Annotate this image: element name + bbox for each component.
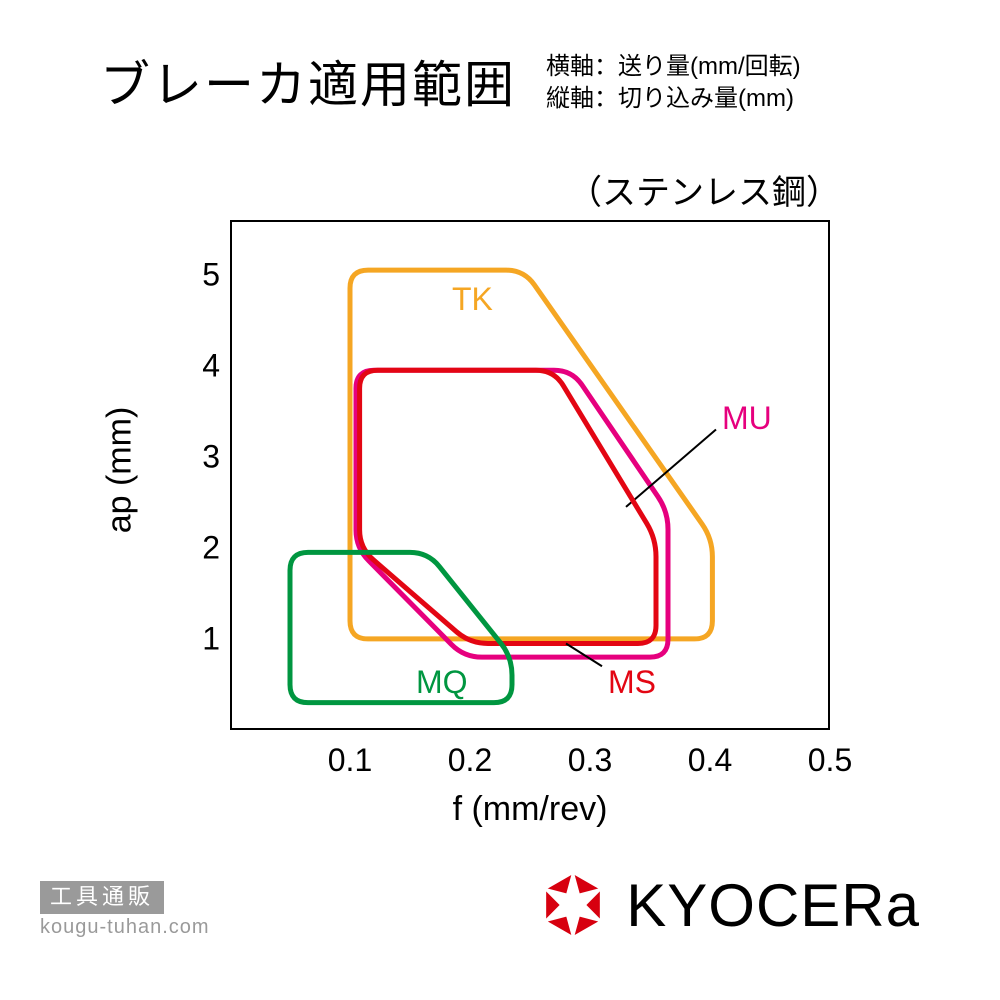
region-mu bbox=[356, 370, 668, 657]
watermark: 工具通販 kougu-tuhan.com bbox=[40, 881, 210, 940]
region-label-mu: MU bbox=[722, 400, 772, 437]
brand-logo-text: KYOCERa bbox=[626, 871, 920, 940]
axis-note-x: 横軸：送り量(mm/回転) bbox=[546, 51, 801, 83]
x-tick: 0.4 bbox=[688, 742, 732, 779]
y-tick: 1 bbox=[180, 620, 220, 657]
chart-area: ap (mm) f (mm/rev) 123450.10.20.30.40.5 … bbox=[110, 210, 870, 810]
x-tick: 0.5 bbox=[808, 742, 852, 779]
region-ms bbox=[360, 370, 656, 643]
y-tick: 5 bbox=[180, 256, 220, 293]
axis-notes: 横軸：送り量(mm/回転) 縦軸：切り込み量(mm) bbox=[546, 51, 801, 116]
y-tick: 2 bbox=[180, 529, 220, 566]
axis-note-y: 縦軸：切り込み量(mm) bbox=[546, 83, 801, 115]
watermark-url: kougu-tuhan.com bbox=[40, 916, 210, 938]
x-tick: 0.2 bbox=[448, 742, 492, 779]
region-label-tk: TK bbox=[452, 281, 493, 318]
region-mq bbox=[290, 552, 512, 702]
chart-title: ブレーカ適用範囲 bbox=[100, 45, 516, 117]
kyocera-mark-icon bbox=[538, 870, 608, 940]
x-axis-label: f (mm/rev) bbox=[453, 790, 608, 829]
y-axis-label: ap (mm) bbox=[101, 407, 140, 534]
watermark-label: 工具通販 bbox=[40, 881, 164, 914]
y-tick: 4 bbox=[180, 347, 220, 384]
chart-subtitle: （ステンレス鋼） bbox=[568, 165, 840, 214]
brand-logo: KYOCERa bbox=[538, 870, 920, 940]
chart-svg bbox=[230, 220, 830, 730]
region-label-mq: MQ bbox=[416, 664, 468, 701]
region-label-ms: MS bbox=[608, 664, 656, 701]
y-tick: 3 bbox=[180, 438, 220, 475]
x-tick: 0.1 bbox=[328, 742, 372, 779]
x-tick: 0.3 bbox=[568, 742, 612, 779]
